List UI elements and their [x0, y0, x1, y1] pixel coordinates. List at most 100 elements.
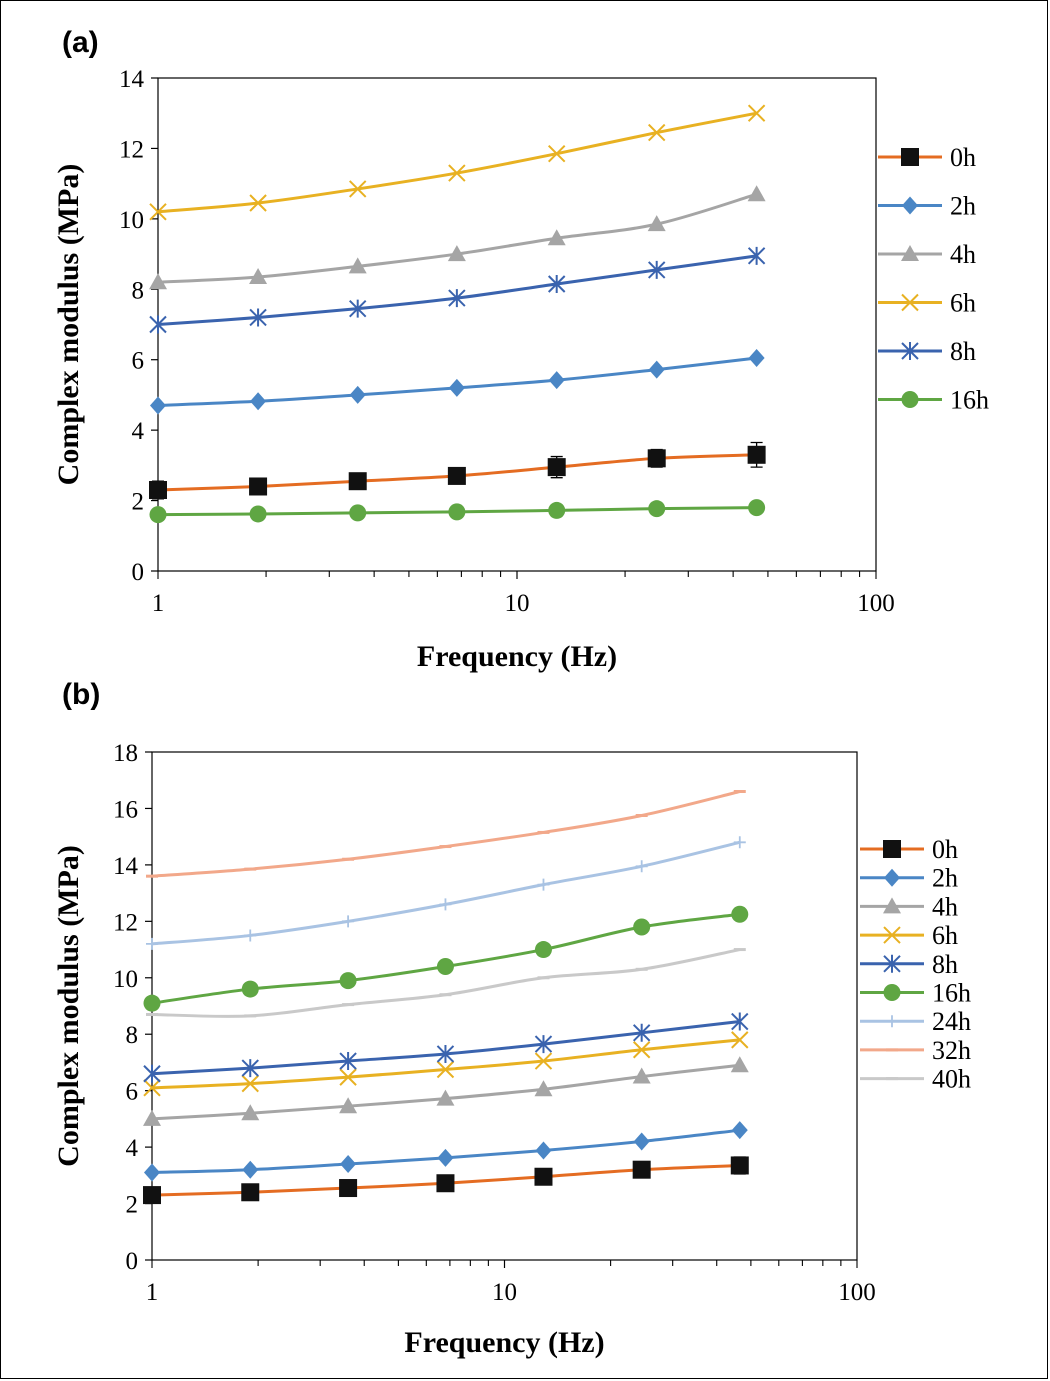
legend-entry: 40h [860, 1065, 971, 1094]
legend-entry: 8h [860, 950, 958, 979]
x-tick-label: 1 [146, 1279, 159, 1306]
data-point [648, 260, 666, 279]
series-24h [146, 836, 746, 950]
data-point [436, 1044, 455, 1063]
series-16h [143, 905, 749, 1012]
legend-label: 4h [950, 240, 976, 269]
legend-marker [901, 293, 919, 312]
data-point [534, 1035, 553, 1054]
data-point [635, 860, 648, 873]
data-point [547, 275, 566, 294]
data-point [534, 1052, 553, 1070]
data-point [348, 472, 367, 491]
legend-marker [884, 868, 900, 887]
data-point [436, 1089, 455, 1106]
data-point [747, 445, 766, 464]
data-point [447, 466, 466, 485]
data-point [340, 1155, 357, 1174]
legend-marker [886, 1015, 898, 1028]
data-point [748, 348, 765, 367]
legend-marker [883, 840, 901, 858]
series-32h [146, 790, 746, 878]
legend-label: 8h [950, 337, 976, 366]
data-point [349, 299, 367, 318]
legend-entry: 2h [860, 864, 958, 893]
x-tick-label: 100 [838, 1279, 876, 1306]
data-point [648, 123, 666, 142]
data-point [149, 315, 167, 334]
y-tick-label: 2 [126, 1192, 139, 1219]
legend-label: 6h [932, 921, 958, 950]
data-point [339, 1068, 357, 1086]
y-tick-label: 12 [113, 909, 138, 936]
data-point [448, 503, 466, 521]
data-point [436, 957, 454, 975]
series-6h [149, 104, 766, 221]
data-point [339, 1052, 357, 1071]
y-tick-label: 0 [132, 559, 145, 586]
data-point [249, 267, 268, 284]
y-tick-label: 18 [113, 740, 138, 767]
data-point [143, 1064, 161, 1083]
data-point [339, 972, 357, 990]
y-tick-label: 6 [132, 348, 145, 375]
y-axis-title: Complex modulus (MPa) [52, 845, 85, 1167]
data-point [149, 481, 167, 500]
data-point [349, 504, 367, 522]
series-8h [149, 246, 766, 334]
data-point [632, 1160, 651, 1179]
series-line [151, 840, 741, 946]
x-tick-label: 100 [857, 590, 895, 617]
data-point [731, 1012, 749, 1031]
legend-entry: 4h [860, 892, 958, 921]
data-point [748, 499, 766, 517]
data-point [244, 929, 257, 942]
legend-marker [901, 391, 919, 408]
y-tick-label: 14 [113, 853, 139, 880]
data-point [349, 385, 366, 404]
data-point [537, 878, 550, 891]
data-point [436, 1060, 455, 1079]
legend-label: 0h [932, 835, 958, 864]
y-tick-label: 2 [132, 489, 145, 516]
series-2h [144, 1121, 748, 1182]
legend-label: 16h [950, 386, 989, 415]
data-point [648, 360, 665, 379]
series-4h [143, 1056, 749, 1126]
data-point [149, 273, 167, 290]
data-point [149, 203, 167, 221]
legend-label: 4h [932, 892, 958, 921]
data-point [548, 501, 566, 519]
data-point [143, 1109, 161, 1126]
data-point [633, 918, 651, 936]
x-axis-title: Frequency (Hz) [404, 1326, 604, 1359]
data-point [249, 194, 267, 212]
data-point [548, 371, 565, 390]
series-line [157, 111, 757, 214]
series-0h [149, 441, 766, 500]
legend-entry: 16h [860, 979, 971, 1008]
series-16h [149, 499, 766, 524]
data-point [747, 104, 766, 122]
y-tick-label: 0 [126, 1248, 139, 1275]
data-point [241, 1074, 259, 1093]
data-point [144, 1163, 160, 1182]
data-point [143, 994, 161, 1012]
series-6h [143, 1031, 749, 1097]
data-point [647, 215, 666, 232]
data-point [535, 1141, 552, 1160]
data-point [730, 1156, 749, 1175]
series-0h [143, 1156, 749, 1205]
legend-entry: 2h [878, 192, 976, 221]
legend-label: 6h [950, 289, 976, 318]
data-point [439, 898, 452, 911]
data-point [249, 308, 267, 327]
data-point [747, 185, 766, 202]
legend-entry: 24h [860, 1007, 971, 1036]
data-point [143, 1079, 161, 1097]
series-40h [146, 948, 746, 1018]
y-tick-label: 14 [119, 66, 145, 93]
legend-marker [883, 984, 901, 1001]
data-point [241, 1183, 260, 1202]
series-8h [143, 1012, 749, 1083]
